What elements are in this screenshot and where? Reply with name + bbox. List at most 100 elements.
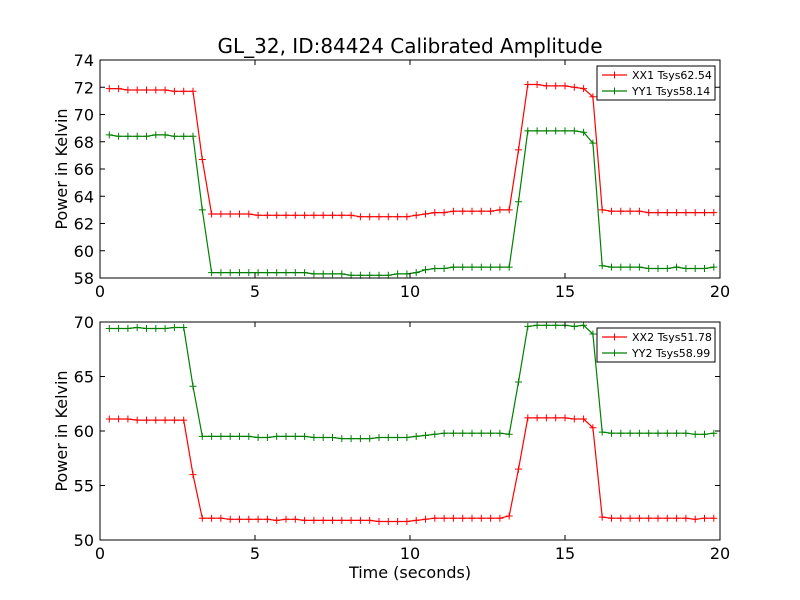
data-point — [217, 210, 225, 218]
data-point — [505, 430, 513, 438]
data-point — [710, 263, 718, 271]
data-point — [487, 207, 495, 215]
data-point — [161, 131, 169, 139]
data-point — [422, 431, 429, 439]
data-point — [626, 207, 634, 215]
legend-marker — [611, 87, 618, 95]
data-point — [133, 86, 141, 94]
data-point — [496, 429, 504, 437]
data-point — [217, 514, 225, 522]
data-point — [468, 207, 476, 215]
data-point — [682, 265, 690, 272]
y-tick-label: 60 — [74, 242, 94, 261]
data-point — [710, 514, 718, 522]
series-line-1-2 — [109, 130, 714, 276]
data-point — [645, 265, 653, 272]
data-point — [170, 87, 178, 95]
data-point — [133, 132, 141, 140]
legend-label: XX2 Tsys51.78 — [632, 331, 712, 344]
data-point — [580, 415, 588, 423]
data-point — [254, 269, 262, 277]
data-point — [356, 516, 364, 524]
data-point — [291, 432, 299, 440]
data-point — [105, 85, 113, 93]
data-point — [496, 514, 504, 522]
x-tick-label: 5 — [250, 544, 260, 563]
data-point — [282, 211, 290, 219]
data-point — [170, 132, 178, 140]
data-point — [301, 269, 309, 277]
data-point — [552, 82, 560, 90]
data-point — [468, 429, 476, 437]
x-axis-label: Time (seconds) — [348, 563, 471, 582]
y-axis-label: Power in Kelvin — [52, 108, 71, 229]
data-point — [570, 83, 578, 91]
data-point — [226, 210, 234, 218]
data-point — [645, 514, 653, 522]
y-tick-label: 50 — [74, 531, 94, 550]
data-point — [431, 514, 439, 522]
data-point — [189, 87, 197, 95]
data-point — [542, 414, 550, 422]
legend-label: YY2 Tsys58.99 — [631, 347, 710, 360]
data-point — [626, 514, 634, 522]
data-point — [449, 429, 457, 437]
data-point — [180, 416, 188, 424]
data-point — [384, 213, 392, 221]
data-point — [542, 321, 550, 329]
data-point — [208, 269, 216, 277]
x-tick-label: 20 — [710, 282, 730, 301]
data-point — [440, 429, 448, 437]
data-point — [515, 378, 522, 386]
data-point — [561, 82, 569, 90]
x-tick-label: 15 — [555, 544, 575, 563]
y-tick-label: 60 — [74, 422, 94, 441]
data-point — [617, 263, 625, 271]
data-point — [608, 429, 615, 437]
data-point — [291, 515, 299, 523]
y-tick-label: 66 — [74, 160, 94, 179]
data-point — [682, 429, 690, 437]
data-point — [589, 330, 597, 338]
data-point — [226, 432, 234, 440]
data-point — [617, 207, 625, 215]
data-point — [589, 139, 597, 147]
data-point — [152, 86, 160, 94]
y-tick-label: 55 — [74, 477, 94, 496]
data-point — [449, 514, 457, 522]
data-point — [663, 209, 671, 217]
data-point — [580, 128, 588, 136]
data-point — [254, 211, 262, 219]
data-point — [263, 269, 271, 277]
chart-title: GL_32, ID:84424 Calibrated Amplitude — [217, 34, 602, 58]
data-point — [198, 514, 206, 522]
data-point — [170, 416, 178, 424]
data-point — [236, 269, 243, 277]
y-tick-label: 58 — [74, 269, 94, 288]
data-point — [626, 429, 634, 437]
data-point — [468, 263, 476, 271]
data-point — [505, 206, 513, 214]
data-point — [338, 270, 346, 278]
data-point — [580, 321, 588, 329]
data-point — [412, 516, 420, 524]
data-point — [561, 414, 569, 422]
data-point — [170, 324, 178, 331]
data-point — [347, 211, 355, 219]
data-point — [245, 210, 253, 218]
data-point — [468, 514, 476, 522]
data-point — [133, 416, 141, 424]
data-point — [152, 416, 160, 424]
data-point — [394, 270, 402, 278]
data-point — [505, 512, 513, 520]
data-point — [394, 518, 402, 525]
data-point — [412, 269, 420, 277]
data-point — [384, 434, 392, 441]
x-tick-label: 10 — [400, 282, 420, 301]
data-point — [143, 416, 150, 424]
data-point — [542, 127, 550, 135]
data-point — [691, 209, 699, 217]
data-point — [394, 213, 402, 221]
data-point — [431, 430, 439, 438]
